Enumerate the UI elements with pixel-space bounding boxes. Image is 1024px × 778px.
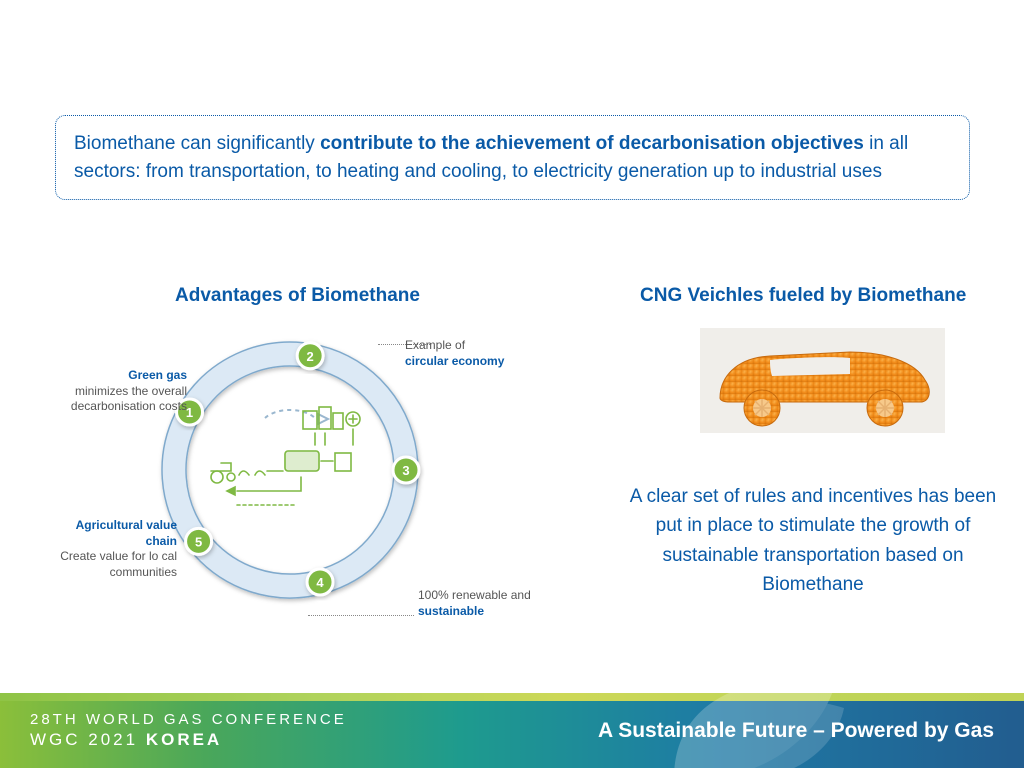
svg-text:2: 2 <box>307 349 314 364</box>
footer: 28TH WORLD GAS CONFERENCE WGC 2021 KOREA… <box>0 693 1024 768</box>
svg-text:1: 1 <box>186 405 193 420</box>
footer-tagline: A Sustainable Future – Powered by Gas <box>598 719 994 743</box>
leader-3 <box>308 615 414 616</box>
footer-line1: 28TH WORLD GAS CONFERENCE <box>30 711 347 728</box>
section-title-cng: CNG Veichles fueled by Biomethane <box>640 285 966 307</box>
cycle-label-1: Example of circular economy <box>405 338 555 369</box>
svg-text:5: 5 <box>195 534 202 549</box>
callout-text-1: Biomethane can significantly <box>74 133 320 154</box>
svg-text:4: 4 <box>316 575 324 590</box>
callout-bold: contribute to the achievement of decarbo… <box>320 133 864 154</box>
section-title-advantages: Advantages of Biomethane <box>175 285 420 307</box>
cng-description: A clear set of rules and incentives has … <box>628 482 998 600</box>
cycle-label-5: Green gas minimizes the overall decarbon… <box>42 368 187 415</box>
footer-strip <box>0 693 1024 701</box>
intro-callout: Biomethane can significantly contribute … <box>55 115 970 200</box>
footer-conference: 28TH WORLD GAS CONFERENCE WGC 2021 KOREA <box>30 711 347 750</box>
cycle-label-4: Agricultural value chain Create value fo… <box>42 518 177 580</box>
cycle-label-3: 100% renewable and sustainable <box>418 588 593 619</box>
svg-text:3: 3 <box>402 463 409 478</box>
footer-line2: WGC 2021 KOREA <box>30 730 347 750</box>
cng-car-image <box>700 328 945 433</box>
cycle-inner-icons <box>205 405 375 535</box>
